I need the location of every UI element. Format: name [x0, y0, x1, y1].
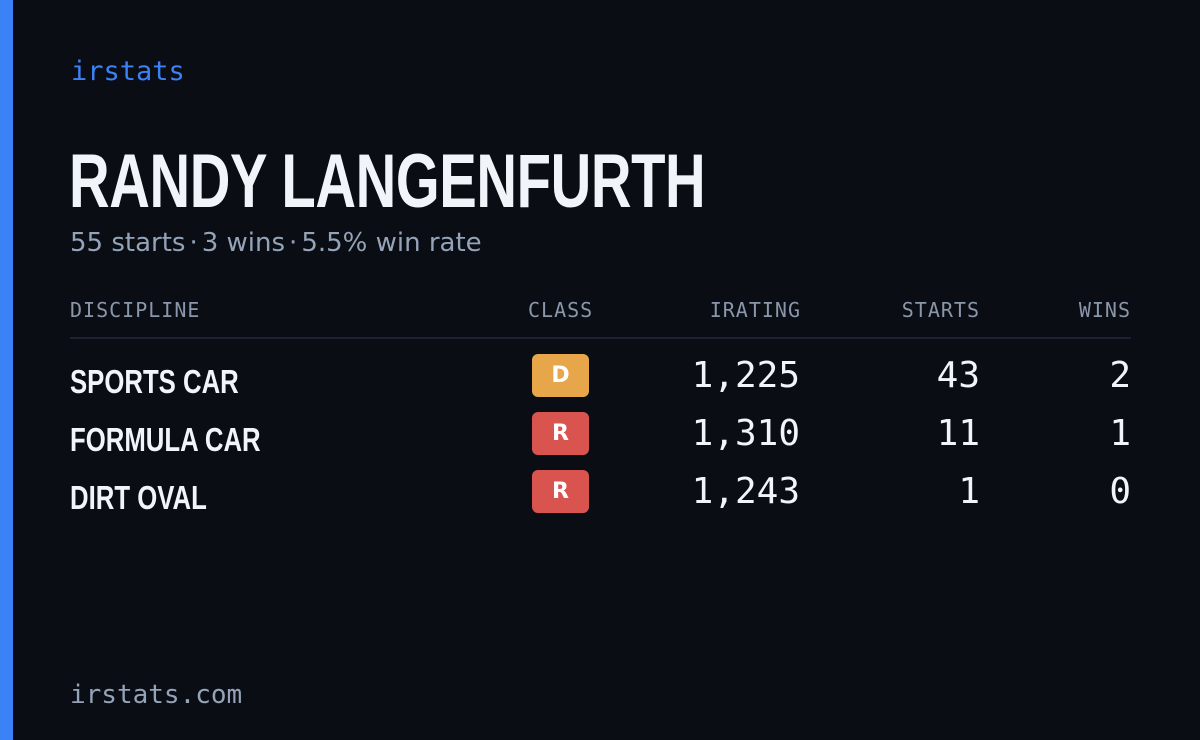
summary-separator: · [289, 228, 298, 258]
row-wins: 0 [1109, 471, 1131, 512]
stats-summary: 55 starts · 3 wins · 5.5% win rate [70, 228, 482, 258]
row-irating: 1,243 [691, 471, 800, 512]
class-badge: R [532, 470, 589, 513]
row-starts: 11 [936, 413, 980, 454]
class-badge: R [532, 412, 589, 455]
row-wins: 1 [1109, 413, 1131, 454]
table-row: SPORTS CAR D 1,225 43 2 [70, 354, 1131, 412]
row-discipline: DIRT OVAL [70, 479, 207, 516]
row-starts: 43 [936, 355, 980, 396]
footer-url: irstats.com [70, 680, 243, 710]
table-row: FORMULA CAR R 1,310 11 1 [70, 412, 1131, 470]
row-irating: 1,310 [691, 413, 800, 454]
row-wins: 2 [1109, 355, 1131, 396]
class-badge: D [532, 354, 589, 397]
row-irating: 1,225 [691, 355, 800, 396]
header-discipline: DISCIPLINE [70, 298, 201, 322]
summary-separator: · [189, 228, 198, 258]
header-class: CLASS [528, 298, 594, 322]
brand-logo: irstats [71, 56, 185, 87]
table-row: DIRT OVAL R 1,243 1 0 [70, 470, 1131, 528]
player-name: RANDY LANGENFURTH [69, 139, 706, 224]
accent-bar [0, 0, 13, 740]
summary-win-rate: 5.5% win rate [301, 228, 482, 258]
header-irating: IRATING [709, 298, 801, 322]
row-discipline: FORMULA CAR [70, 421, 261, 458]
summary-wins: 3 wins [201, 228, 286, 258]
header-starts: STARTS [901, 298, 980, 322]
discipline-table: DISCIPLINE CLASS IRATING STARTS WINS SPO… [70, 298, 1131, 516]
table-header: DISCIPLINE CLASS IRATING STARTS WINS [70, 298, 1131, 339]
row-starts: 1 [958, 471, 980, 512]
row-discipline: SPORTS CAR [70, 363, 239, 400]
summary-starts: 55 starts [70, 228, 186, 258]
header-wins: WINS [1078, 298, 1131, 322]
